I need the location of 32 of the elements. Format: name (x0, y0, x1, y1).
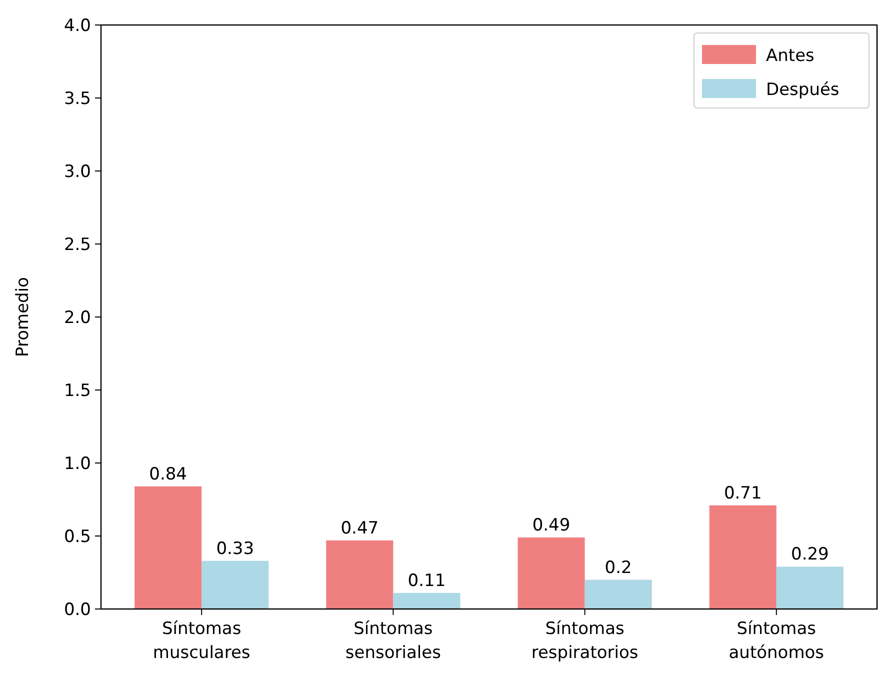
y-tick-label: 3.0 (64, 162, 91, 182)
y-tick-label: 0.0 (64, 600, 91, 620)
bar (584, 580, 652, 609)
data-label: 0.71 (724, 483, 762, 504)
data-label: 0.84 (149, 464, 187, 484)
y-tick-label: 4.0 (64, 16, 91, 36)
x-tick-label: Síntomas autónomos (728, 619, 824, 663)
data-label: 0.29 (791, 544, 829, 565)
bar (326, 540, 394, 609)
y-tick-label: 1.5 (64, 380, 91, 401)
y-tick-label: 0.5 (64, 526, 91, 547)
y-axis-title: Promedio (12, 277, 33, 357)
y-tick-label: 2.5 (64, 234, 91, 255)
y-tick-label: 3.5 (64, 88, 91, 109)
data-label: 0.2 (604, 558, 632, 578)
x-tick-label: Síntomas sensoriales (345, 619, 442, 663)
bar (776, 566, 844, 609)
x-tick-label: Síntomas musculares (152, 619, 250, 663)
bar (202, 560, 269, 609)
bar (393, 592, 460, 609)
legend-label: Después (766, 80, 840, 100)
data-label: 0.47 (340, 518, 379, 538)
data-label: 0.11 (408, 570, 446, 591)
y-tick-label: 2.0 (64, 308, 91, 328)
x-tick-label: Síntomas respiratorios (531, 619, 638, 663)
data-label: 0.33 (216, 538, 254, 559)
bar (518, 537, 585, 609)
y-tick-label: 1.0 (64, 454, 91, 474)
bar (709, 505, 776, 609)
bar (134, 486, 202, 609)
legend-label: Antes (766, 46, 815, 66)
data-label: 0.49 (532, 515, 570, 536)
